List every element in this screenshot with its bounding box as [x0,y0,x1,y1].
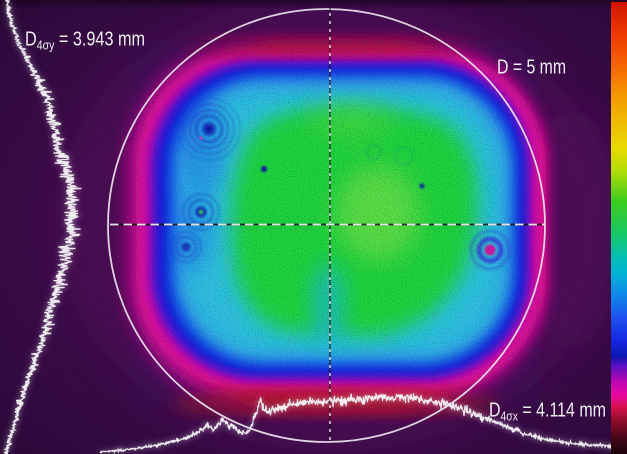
svg-text:D = 5 mm: D = 5 mm [497,57,566,79]
